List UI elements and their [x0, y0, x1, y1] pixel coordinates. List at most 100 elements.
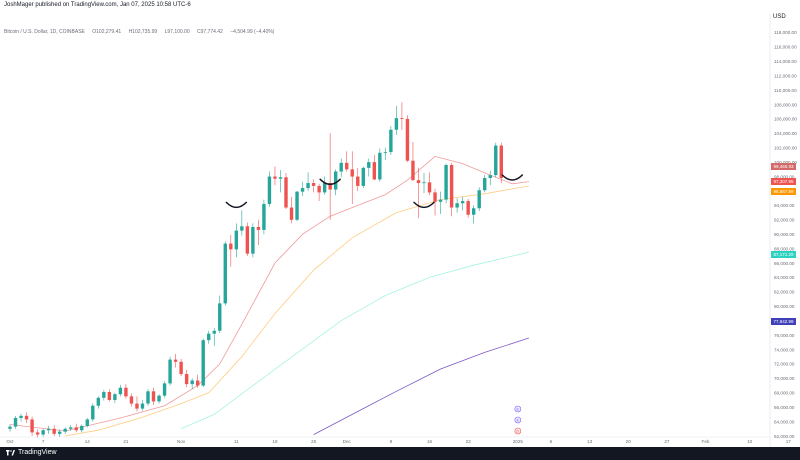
candle	[69, 425, 73, 431]
candle-body	[284, 177, 288, 208]
candle-body	[190, 380, 194, 385]
candle	[251, 223, 255, 258]
y-tick-label: 86,000.00	[774, 261, 795, 266]
y-tick-label: 110,000.00	[774, 88, 797, 93]
candle-body	[30, 419, 34, 433]
candle	[229, 234, 233, 267]
candle	[8, 424, 12, 432]
candle-body	[24, 415, 29, 420]
candle	[460, 196, 465, 211]
y-tick-label: 114,000.00	[774, 59, 797, 64]
candle	[46, 425, 51, 434]
candle-body	[63, 428, 67, 432]
high-value: H102,735.99	[128, 29, 158, 35]
x-tick-label: 18	[272, 439, 278, 444]
y-tick-label: 82,000.00	[774, 290, 795, 295]
candle	[488, 170, 492, 186]
candle-body	[300, 188, 305, 192]
y-tick-label: 92,000.00	[774, 218, 795, 223]
y-tick-label: 116,000.00	[774, 45, 797, 50]
currency-label: USD	[773, 14, 786, 20]
y-tick-label: 98,000.00	[774, 174, 795, 179]
candle	[57, 429, 62, 437]
candle	[433, 188, 437, 216]
candle-body	[162, 383, 167, 396]
candle-body	[135, 403, 139, 409]
candle-body	[471, 208, 476, 215]
candle-body	[69, 427, 73, 429]
candle-body	[361, 167, 365, 186]
candle	[113, 392, 117, 403]
price-tag: 95,857.59	[771, 188, 796, 196]
moving-average-line-4	[313, 337, 530, 435]
y-tick-label: 66,000.00	[774, 405, 795, 410]
event-marker-icon	[514, 416, 522, 424]
event-marker-letter: E	[517, 418, 520, 423]
candle	[245, 222, 250, 256]
candle	[466, 198, 470, 218]
x-tick-label: 17	[786, 439, 792, 444]
candle-body	[317, 185, 321, 193]
candle-body	[306, 183, 310, 189]
y-tick-label: 72,000.00	[774, 362, 795, 367]
y-tick-label: 104,000.00	[774, 131, 797, 136]
candle	[157, 394, 161, 404]
candle	[356, 167, 360, 191]
candle-body	[184, 374, 189, 385]
candle	[361, 166, 365, 189]
candle-body	[229, 243, 233, 250]
moving-average-line-2	[65, 185, 529, 437]
candle	[471, 205, 476, 224]
candle	[311, 179, 316, 193]
x-tick-label: 10	[747, 439, 753, 444]
y-tick-label: 74,000.00	[774, 347, 795, 352]
drawn-arc-annotation	[225, 201, 248, 209]
candle-body	[378, 152, 382, 180]
candle-body	[107, 392, 112, 400]
y-tick-label: 80,000.00	[774, 304, 795, 309]
y-tick-label: 106,000.00	[774, 117, 797, 122]
candle-body	[80, 425, 84, 431]
candle-body	[102, 392, 106, 398]
candle	[322, 176, 327, 195]
candle	[477, 187, 481, 212]
candle-body	[151, 391, 156, 402]
candle	[449, 162, 454, 217]
candle-body	[322, 183, 327, 193]
candle	[240, 210, 244, 236]
candle-body	[449, 165, 454, 208]
symbol-legend: Bitcoin / U.S. Dollar, 1D, COINBASE O102…	[4, 29, 280, 35]
candle-body	[460, 201, 465, 204]
price-tag: 97,307.95	[771, 178, 796, 186]
candle-body	[118, 387, 123, 395]
candle-body	[157, 395, 161, 402]
price-tag: 99,455.93	[771, 162, 796, 170]
x-tick-label: 6	[550, 439, 553, 444]
candle-body	[444, 165, 448, 200]
candle-body	[146, 391, 150, 404]
y-tick-label: 118,000.00	[774, 30, 797, 35]
candle	[168, 356, 172, 386]
candle	[24, 412, 29, 424]
candle-body	[339, 162, 343, 172]
close-value: C97,774.42	[197, 29, 223, 35]
x-tick-label: 21	[123, 439, 129, 444]
candle	[13, 415, 18, 429]
candle	[19, 413, 23, 422]
candle	[30, 416, 34, 436]
y-tick-label: 112,000.00	[774, 73, 797, 78]
y-tick-label: 76,000.00	[774, 333, 795, 338]
candle-body	[223, 243, 227, 304]
candle-body	[218, 303, 222, 331]
y-tick-label: 108,000.00	[774, 102, 797, 107]
candle	[96, 396, 101, 409]
drawn-arc-annotation	[413, 201, 435, 209]
x-tick-label: 2025	[513, 439, 524, 444]
candle-body	[267, 176, 272, 204]
candle-body	[488, 175, 492, 178]
candle-body	[207, 333, 211, 341]
candle-body	[400, 118, 404, 119]
candle	[52, 425, 56, 436]
candle-body	[438, 199, 443, 202]
